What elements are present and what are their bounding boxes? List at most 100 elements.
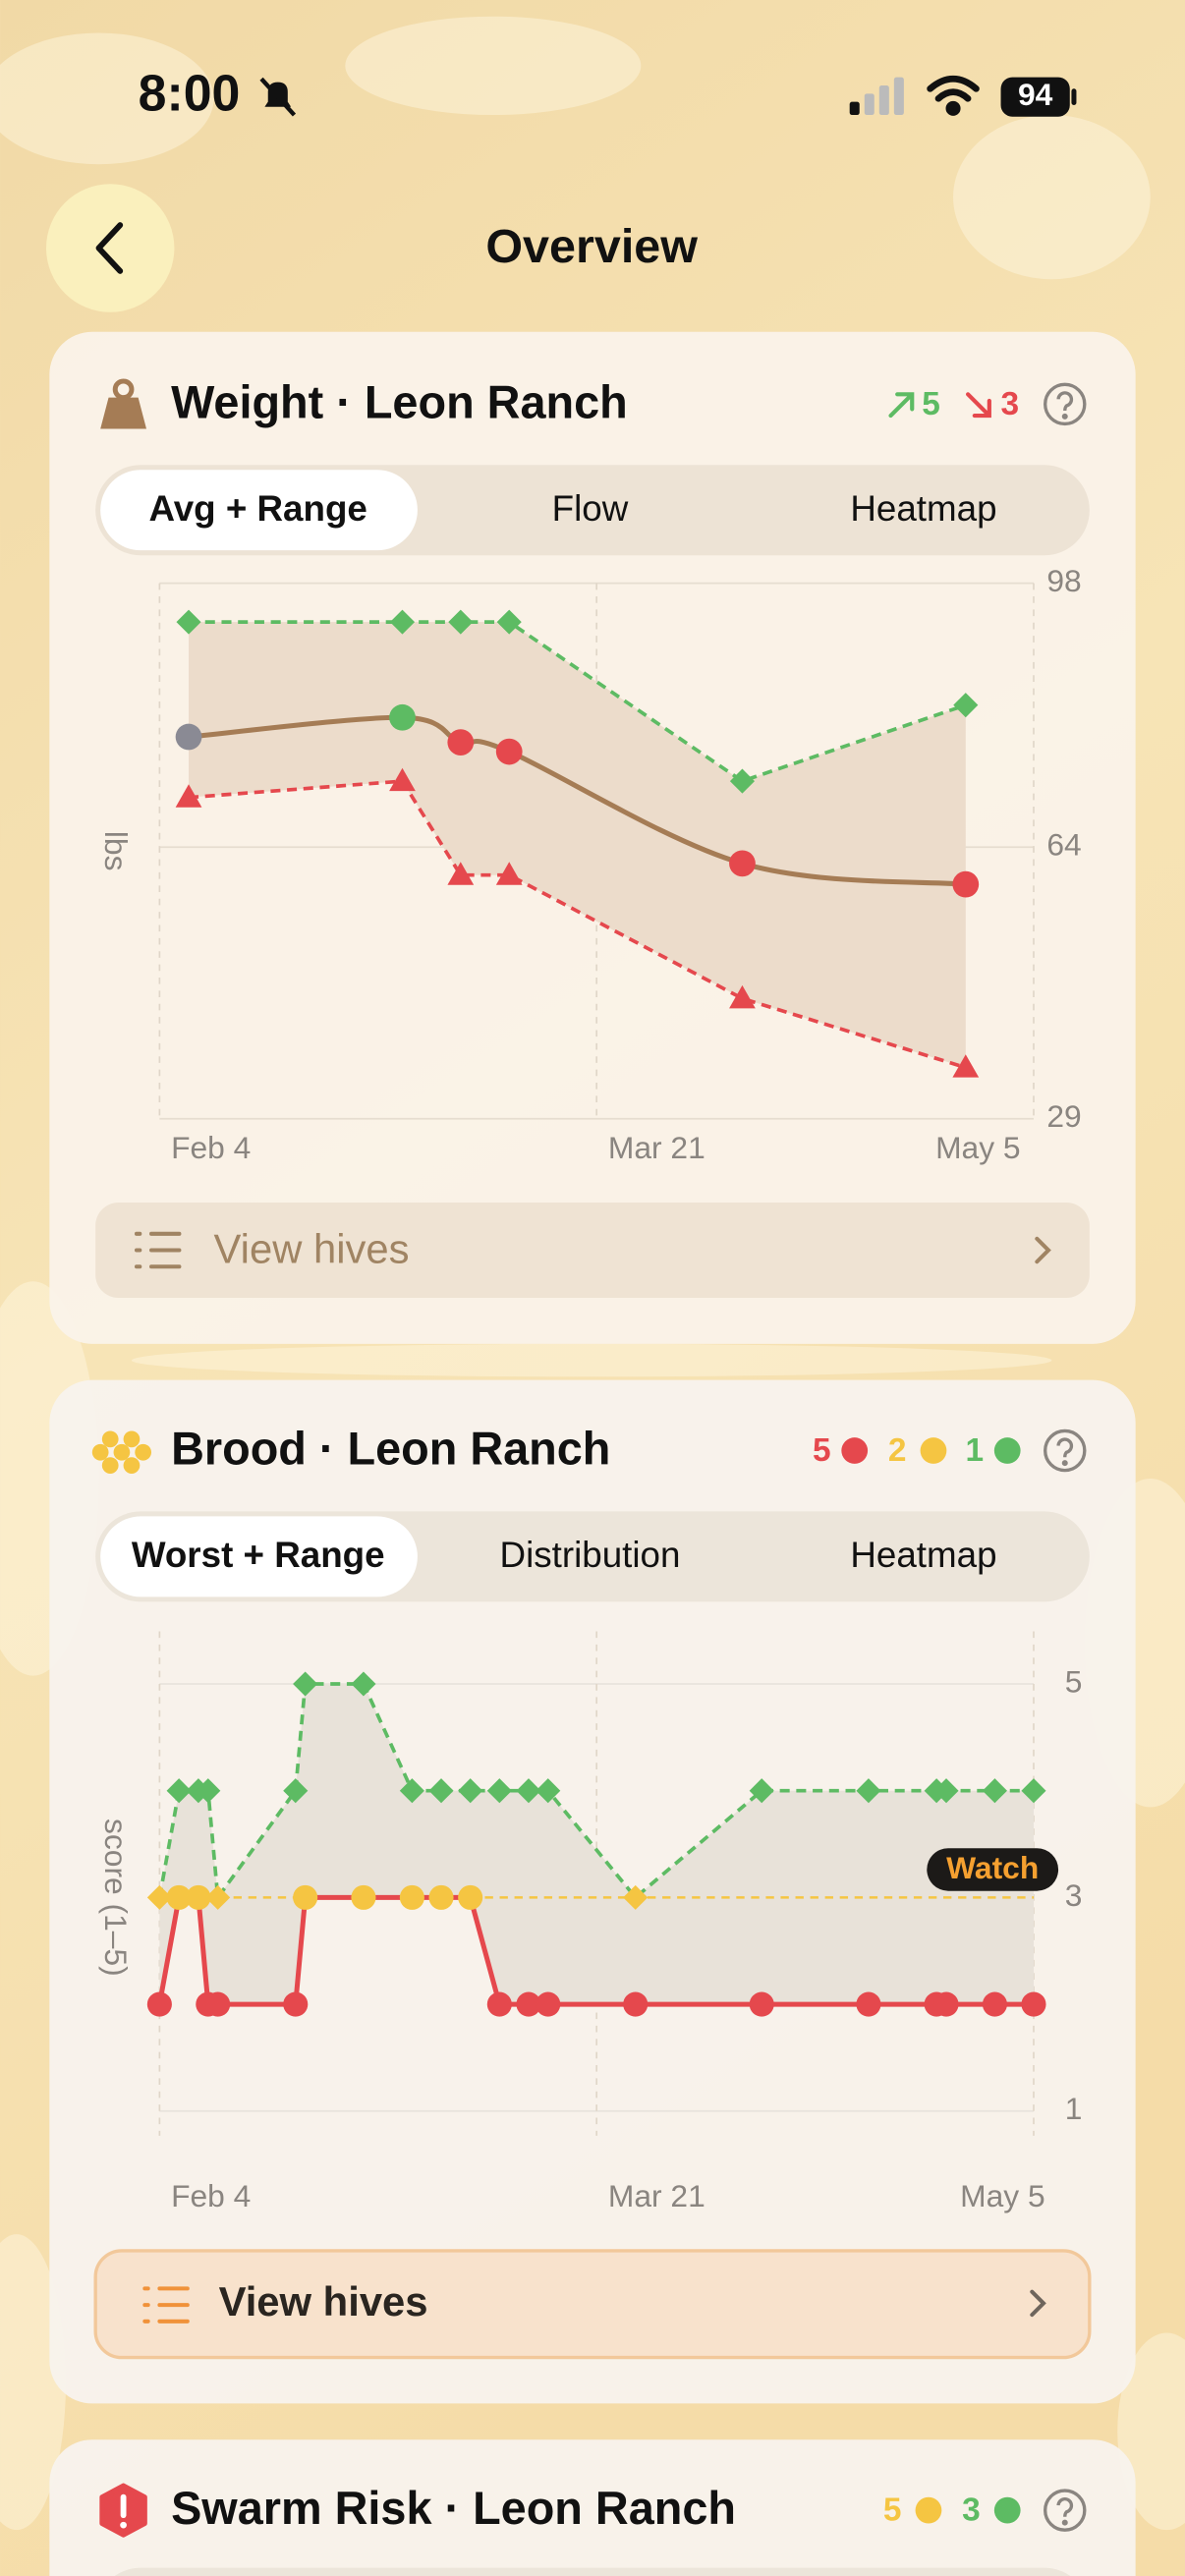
point bbox=[448, 609, 474, 635]
point bbox=[205, 1884, 231, 1910]
badge-count: 2 bbox=[888, 1432, 907, 1469]
point bbox=[952, 870, 980, 898]
badge-dot bbox=[993, 1437, 1021, 1464]
point bbox=[933, 1778, 959, 1804]
point bbox=[447, 729, 475, 756]
point bbox=[428, 1884, 454, 1910]
y-tick-label: 64 bbox=[1046, 827, 1081, 863]
point bbox=[729, 984, 756, 1009]
card-title: Weight · Leon Ranch bbox=[171, 376, 628, 427]
badge-count: 5 bbox=[813, 1432, 831, 1469]
wifi-icon bbox=[927, 75, 980, 116]
point bbox=[166, 1778, 192, 1804]
point bbox=[856, 1778, 881, 1804]
weight-icon bbox=[100, 378, 146, 429]
tab[interactable]: Heatmap bbox=[850, 488, 996, 529]
help-button[interactable] bbox=[1044, 1428, 1087, 1473]
signal-icon bbox=[849, 77, 904, 116]
point bbox=[166, 1884, 192, 1910]
point bbox=[495, 862, 523, 885]
list-icon bbox=[142, 2286, 190, 2324]
range-band bbox=[189, 622, 966, 1068]
view-hives-button[interactable] bbox=[95, 1203, 1090, 1299]
tab[interactable]: Heatmap bbox=[850, 1535, 996, 1575]
point bbox=[486, 1778, 512, 1804]
point bbox=[186, 1884, 211, 1910]
tab-active[interactable] bbox=[100, 470, 418, 551]
point bbox=[729, 768, 755, 794]
point bbox=[856, 1991, 881, 2017]
back-chevron bbox=[95, 222, 124, 274]
series-line bbox=[157, 1682, 1034, 1903]
y-axis-label: lbs bbox=[98, 831, 134, 871]
trend-down-icon bbox=[966, 392, 991, 419]
point bbox=[623, 1884, 649, 1910]
point bbox=[175, 723, 202, 751]
point bbox=[196, 1778, 221, 1804]
back-button[interactable] bbox=[45, 184, 175, 312]
x-tick-label: Feb 4 bbox=[171, 1130, 251, 1165]
tab[interactable]: Flow bbox=[552, 488, 629, 529]
list-icon bbox=[134, 1231, 182, 1269]
chevron bbox=[1035, 1236, 1051, 1264]
point bbox=[495, 738, 523, 765]
tab[interactable]: Distribution bbox=[500, 1535, 681, 1575]
point bbox=[175, 784, 202, 808]
point bbox=[749, 1991, 774, 2017]
button-label: View hives bbox=[219, 2278, 428, 2324]
point bbox=[516, 1778, 541, 1804]
button-label: View hives bbox=[214, 1225, 410, 1271]
point bbox=[458, 1778, 483, 1804]
badge-dot bbox=[915, 2496, 942, 2524]
battery-level: 94 bbox=[1018, 77, 1053, 112]
chevron bbox=[1030, 2289, 1046, 2318]
badge-count: 3 bbox=[1001, 386, 1020, 422]
badge-dot bbox=[920, 1437, 947, 1464]
point bbox=[536, 1991, 561, 2017]
card-title: Swarm Risk · Leon Ranch bbox=[171, 2483, 736, 2534]
help-button[interactable] bbox=[1044, 2489, 1087, 2532]
badge-count: 3 bbox=[962, 2492, 981, 2529]
point bbox=[486, 1991, 512, 2017]
tab-active[interactable] bbox=[100, 1516, 418, 1597]
status-time: 8:00 bbox=[139, 64, 241, 121]
x-tick-label: Feb 4 bbox=[171, 2178, 251, 2213]
point bbox=[982, 1778, 1007, 1804]
x-tick-label: May 5 bbox=[960, 2178, 1045, 2213]
swarm-icon bbox=[99, 2483, 147, 2538]
point bbox=[447, 862, 475, 885]
view-hives-button[interactable] bbox=[93, 2249, 1092, 2360]
point bbox=[146, 1991, 172, 2017]
point bbox=[176, 609, 201, 635]
badge-count: 1 bbox=[965, 1432, 984, 1469]
y-tick-label: 1 bbox=[1065, 2091, 1083, 2126]
tab[interactable]: Avg + Range bbox=[149, 488, 367, 529]
annotation-pill bbox=[927, 1848, 1059, 1891]
badge-count: 5 bbox=[883, 2492, 902, 2529]
y-tick-label: 5 bbox=[1065, 1663, 1083, 1699]
point bbox=[496, 609, 522, 635]
tab-bar bbox=[114, 2567, 1071, 2576]
point bbox=[389, 703, 416, 731]
point bbox=[1021, 1778, 1046, 1804]
point bbox=[146, 1884, 172, 1910]
header-title: Overview bbox=[485, 220, 698, 273]
badge-dot bbox=[841, 1437, 869, 1464]
point bbox=[399, 1778, 424, 1804]
point bbox=[516, 1991, 541, 2017]
series-line bbox=[188, 779, 967, 1070]
point bbox=[293, 1884, 318, 1910]
x-tick-label: Mar 21 bbox=[608, 2178, 705, 2213]
point bbox=[982, 1991, 1007, 2017]
point bbox=[389, 767, 416, 792]
y-tick-label: 3 bbox=[1065, 1877, 1083, 1913]
trend-up-icon bbox=[888, 392, 915, 419]
point bbox=[952, 1054, 980, 1078]
badge-dot bbox=[993, 2496, 1021, 2524]
point bbox=[399, 1884, 424, 1910]
y-axis-label: score (1–5) bbox=[98, 1819, 134, 1977]
point bbox=[205, 1991, 231, 2017]
help-button[interactable] bbox=[1044, 382, 1087, 426]
tab[interactable]: Worst + Range bbox=[132, 1535, 385, 1575]
